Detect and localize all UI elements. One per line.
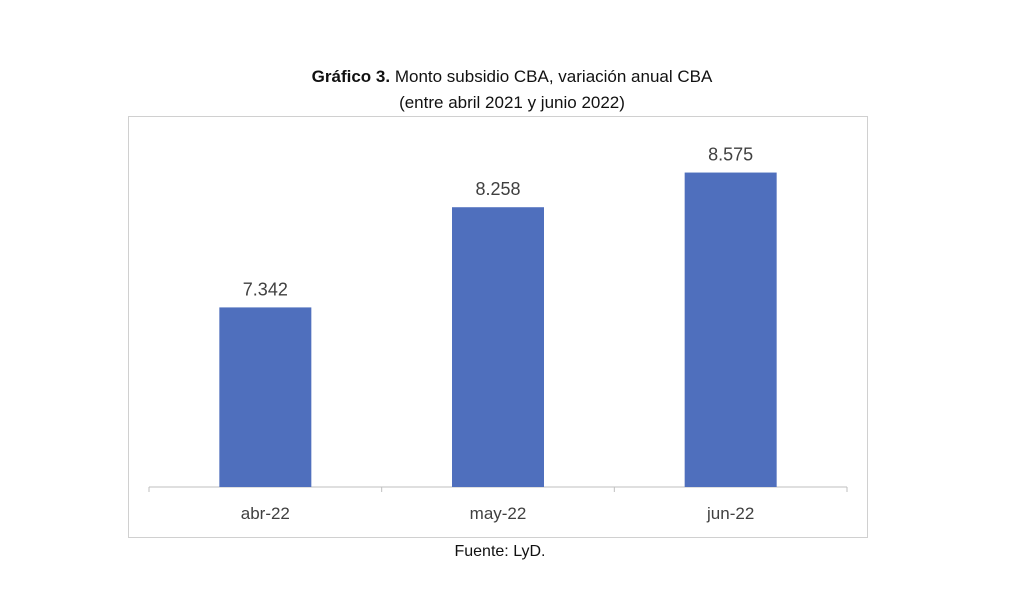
chart-frame: 7.342 abr-22 8.258 may-22 8.575 jun-22 <box>128 116 868 538</box>
title-main: Monto subsidio CBA, variación anual CBA <box>394 67 713 86</box>
data-label-jun-22: 8.575 <box>708 145 753 165</box>
source-note: Fuente: LyD. <box>454 543 546 560</box>
bar-abr-22 <box>219 307 312 487</box>
data-label-may-22: 8.258 <box>475 179 520 199</box>
data-label-abr-22: 7.342 <box>243 279 288 299</box>
x-tick-label-jun-22: jun-22 <box>706 504 754 523</box>
title-prefix: Gráfico 3. <box>311 67 391 86</box>
title-subtitle: (entre abril 2021 y junio 2022) <box>399 93 625 112</box>
bar-may-22 <box>452 207 544 487</box>
chart-title: Gráfico 3. Monto subsidio CBA, variación… <box>0 64 1024 116</box>
bar-chart: 7.342 abr-22 8.258 may-22 8.575 jun-22 <box>148 145 848 523</box>
x-tick-label-abr-22: abr-22 <box>241 504 290 523</box>
x-tick-label-may-22: may-22 <box>470 504 527 523</box>
bar-jun-22 <box>684 172 777 487</box>
title-line-1: Gráfico 3. Monto subsidio CBA, variación… <box>0 64 1024 90</box>
